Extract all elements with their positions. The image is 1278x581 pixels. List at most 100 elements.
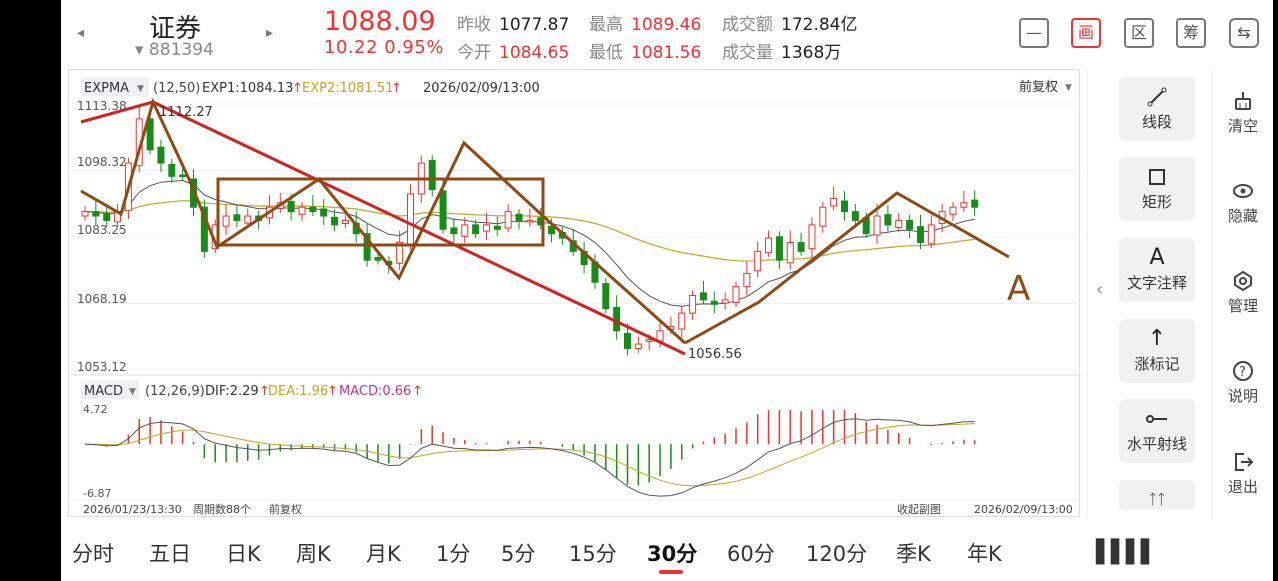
tab-1min[interactable]: 1分: [436, 542, 471, 566]
macd-arrow-icon: ↑: [412, 384, 423, 399]
quote-open: 今开 1084.65: [457, 43, 570, 63]
y-tick-2: 1098.32: [77, 155, 127, 169]
svg-text:?: ?: [1239, 365, 1246, 380]
tab-weekly[interactable]: 周K: [296, 542, 331, 566]
tab-5min[interactable]: 5分: [501, 542, 536, 566]
tab-monthly[interactable]: 月K: [366, 542, 401, 566]
draw-icon[interactable]: 画: [1071, 18, 1101, 48]
tab-quarterly[interactable]: 季K: [896, 542, 931, 566]
user-drawings[interactable]: [80, 97, 1010, 356]
manage-button[interactable]: 管理: [1212, 269, 1273, 316]
candle-body: [374, 257, 382, 261]
candle-body: [710, 300, 718, 305]
candle-body: [309, 206, 317, 213]
rectangle-tool[interactable]: 矩形: [1119, 157, 1195, 221]
kline-chart-panel[interactable]: 1113.38 1098.32 1083.25 1068.19 1053.12 …: [68, 69, 1081, 518]
tab-yearly[interactable]: 年K: [967, 542, 1002, 566]
arrow-up-icon: ↑: [1147, 326, 1167, 351]
rectangle-icon: [1119, 165, 1195, 189]
candle-body: [222, 215, 230, 227]
candle-body: [830, 197, 838, 207]
candle-body: [504, 211, 512, 229]
collapse-panel-icon[interactable]: ‹: [1096, 279, 1104, 300]
help-label: 说明: [1227, 387, 1258, 405]
adjust-selector[interactable]: 前复权: [1019, 79, 1058, 95]
candle-body: [548, 225, 556, 235]
crosshair-datetime: 2026/02/09/13:00: [423, 81, 540, 96]
candle-body: [743, 272, 751, 288]
tab-30min[interactable]: 30分: [647, 542, 698, 566]
tab-daily[interactable]: 日K: [226, 542, 261, 566]
candle-body: [960, 202, 968, 208]
macd-dif-value: DIF:2.29: [205, 384, 259, 399]
macd-dropdown-icon[interactable]: ▼: [129, 387, 136, 397]
candle-body: [678, 312, 686, 330]
candle-body: [971, 199, 979, 208]
y-tick-3: 1083.25: [77, 223, 127, 237]
tab-120min[interactable]: 120分: [806, 542, 868, 566]
indicator-selector[interactable]: EXPMA: [84, 81, 129, 96]
candle-body: [363, 233, 371, 261]
rotate-screen-icon[interactable]: ⇆: [1229, 18, 1259, 48]
candle-body: [233, 214, 241, 221]
macd-chart: [84, 410, 976, 497]
help-button[interactable]: ? 说明: [1212, 359, 1273, 406]
footer-adjust: 前复权: [269, 502, 302, 516]
tab-60min[interactable]: 60分: [727, 542, 775, 566]
minus-icon[interactable]: —: [1019, 18, 1049, 48]
horizontal-ray-icon: [1119, 407, 1195, 431]
y-tick-5: 1053.12: [77, 360, 127, 374]
collapse-subchart-button[interactable]: 收起副图: [897, 502, 941, 516]
chips-icon[interactable]: 筹: [1176, 18, 1206, 48]
indicator-dropdown-icon[interactable]: ▼: [137, 84, 144, 94]
candle-body: [624, 332, 631, 349]
rebound-zigzag-line: [684, 191, 1010, 345]
candle-body: [81, 211, 89, 217]
previous-stock-arrow[interactable]: ◂: [77, 25, 85, 41]
horizontal-ray-tool[interactable]: 水平射线: [1119, 399, 1195, 463]
candle-body: [906, 219, 914, 230]
next-stock-arrow[interactable]: ▸: [266, 25, 274, 41]
rise-mark-tool[interactable]: ↑ 涨标记: [1119, 319, 1195, 383]
footer-end-date: 2026/02/09/13:00: [974, 503, 1073, 516]
dea-arrow-icon: ↑: [327, 384, 338, 399]
macd-selector-bg[interactable]: [81, 380, 139, 399]
candle-body: [689, 294, 697, 314]
candle-body: [819, 206, 827, 227]
tool-label: 水平射线: [1126, 435, 1187, 453]
manage-label: 管理: [1227, 297, 1258, 315]
adjust-dropdown-icon[interactable]: ▼: [1065, 83, 1072, 93]
macd-params: (12,26,9): [145, 384, 205, 399]
line-segment-tool[interactable]: 线段: [1119, 77, 1195, 141]
stock-code[interactable]: ▾ 881394: [135, 40, 214, 60]
footer-start-date: 2026/01/23/13:30: [83, 503, 182, 516]
range-icon[interactable]: 区: [1124, 18, 1154, 48]
annotation-text-a[interactable]: A: [1007, 269, 1030, 309]
y-tick-4: 1068.19: [77, 292, 127, 306]
kline-chart-svg[interactable]: 1113.38 1098.32 1083.25 1068.19 1053.12 …: [69, 70, 1081, 518]
more-tools-partial[interactable]: ᛏᛏ: [1119, 480, 1195, 510]
macd-dea-value: DEA:1.96: [268, 384, 328, 399]
wave-pattern-icon: ᛏᛏ: [1148, 492, 1166, 508]
hide-button[interactable]: 隐藏: [1212, 179, 1273, 226]
macd-selector[interactable]: MACD: [84, 384, 123, 399]
more-periods-icon[interactable]: ▌▌▌▌: [1096, 540, 1158, 565]
tab-five-day[interactable]: 五日: [149, 542, 191, 566]
last-price: 1088.09: [324, 6, 436, 37]
price-change: 10.22 0.95%: [324, 37, 444, 58]
candle-body: [472, 224, 480, 235]
candle-body: [200, 206, 208, 252]
tab-intraday[interactable]: 分时: [72, 542, 114, 566]
y-tick-1: 1113.38: [77, 99, 127, 113]
exit-button[interactable]: 退出: [1212, 450, 1273, 497]
indicator-selector-bg[interactable]: [81, 77, 149, 96]
candle-body: [797, 242, 805, 252]
active-tab-indicator: [659, 570, 683, 574]
tab-15min[interactable]: 15分: [569, 542, 617, 566]
text-annotation-tool[interactable]: A 文字注释: [1119, 238, 1195, 302]
clear-button[interactable]: 清空: [1212, 89, 1273, 136]
tool-label: 文字注释: [1126, 274, 1187, 292]
app-window: ◂ 证券 ▾ 881394 ▸ 1088.09 10.22 0.95% 昨收 10…: [61, 0, 1273, 581]
candle-body: [103, 212, 111, 221]
candle-body: [146, 118, 154, 151]
